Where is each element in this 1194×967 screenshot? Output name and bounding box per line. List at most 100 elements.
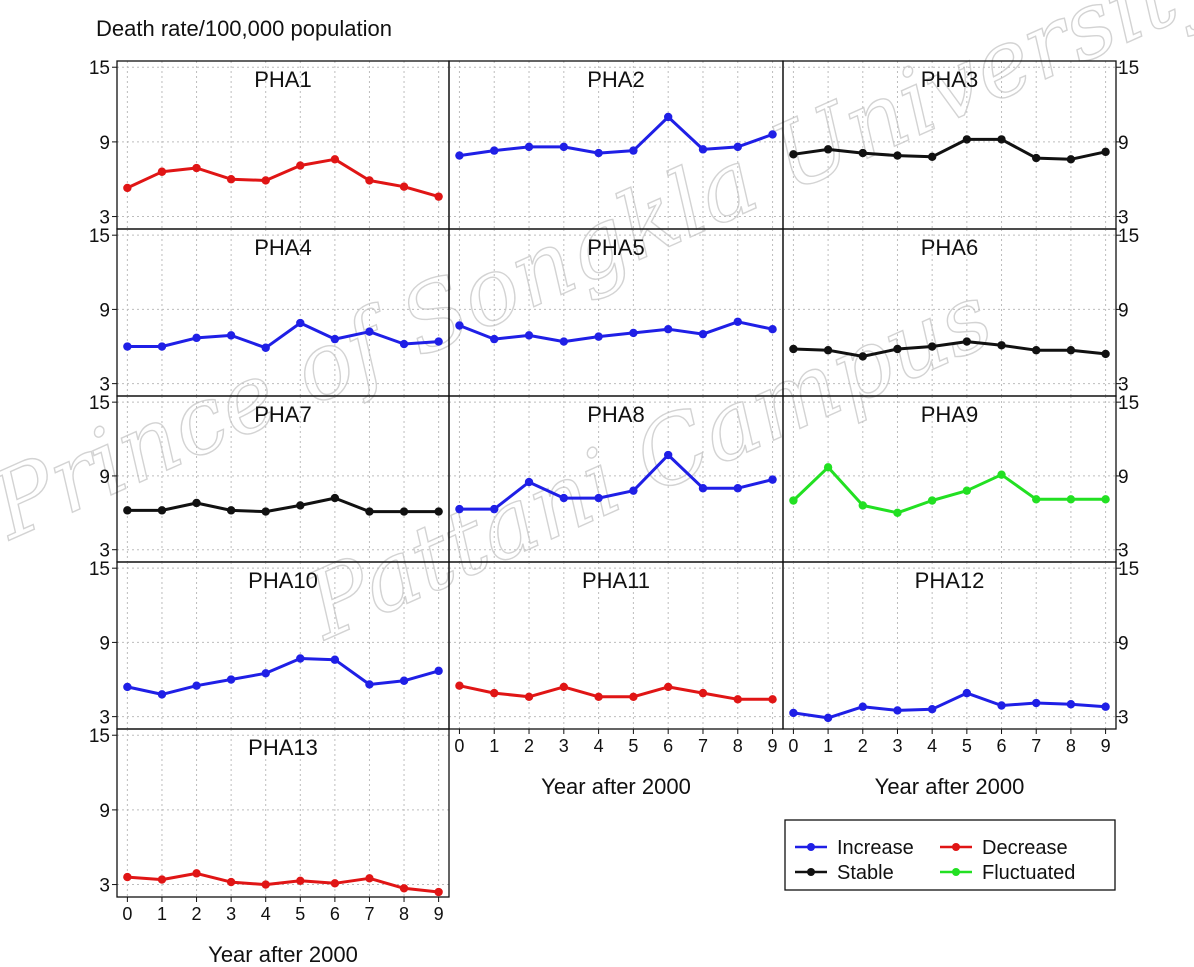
data-point	[594, 692, 603, 702]
data-point	[434, 192, 443, 201]
data-point	[261, 669, 270, 678]
data-point	[823, 346, 833, 355]
y-tick-label: 3	[99, 208, 110, 229]
x-tick-label: 1	[489, 736, 499, 756]
panel-title: PHA4	[254, 235, 311, 260]
data-point	[698, 688, 708, 698]
data-point	[330, 334, 340, 344]
data-point	[768, 695, 777, 704]
y-tick-label: 9	[1118, 467, 1129, 488]
series-line	[127, 496, 439, 514]
legend-marker	[952, 868, 960, 876]
data-point	[192, 163, 201, 173]
data-point	[858, 148, 867, 158]
x-tick-label: 1	[157, 904, 167, 924]
data-point	[962, 337, 972, 346]
y-tick-label: 9	[1118, 633, 1129, 654]
grid	[783, 229, 1116, 396]
data-point	[365, 874, 374, 883]
y-tick-label: 9	[1118, 300, 1129, 321]
x-tick-label: 0	[454, 736, 464, 756]
data-point	[1032, 153, 1041, 163]
data-point	[698, 484, 708, 493]
data-point	[1101, 349, 1110, 359]
x-tick-label: 0	[122, 904, 132, 924]
legend-item-increase: Increase	[795, 837, 914, 859]
data-point	[490, 504, 499, 514]
panel-title: PHA11	[582, 568, 650, 593]
data-point	[330, 155, 340, 164]
panel-title: PHA6	[921, 235, 978, 260]
data-point	[455, 151, 464, 160]
data-point	[399, 339, 409, 349]
y-axis-title: Death rate/100,000 population	[96, 16, 392, 41]
series-line	[793, 691, 1106, 720]
legend-item-stable: Stable	[795, 862, 894, 884]
series-line	[127, 321, 439, 350]
data-point	[365, 327, 374, 336]
grid	[449, 61, 783, 229]
y-tick-label: 3	[1118, 375, 1129, 396]
panel-frame	[782, 561, 1117, 730]
data-point	[226, 331, 236, 340]
panel-title: PHA2	[587, 67, 644, 92]
data-point	[296, 654, 305, 663]
data-point	[1066, 700, 1076, 709]
legend-box	[784, 819, 1116, 891]
data-point	[789, 496, 798, 505]
data-point	[962, 486, 972, 495]
legend-label: Increase	[837, 837, 914, 859]
data-point	[399, 884, 409, 893]
y-tick-label: 15	[89, 559, 110, 580]
data-point	[629, 692, 638, 702]
data-point	[455, 681, 464, 690]
data-point	[559, 142, 569, 152]
grid	[117, 229, 449, 396]
series-line	[793, 137, 1106, 161]
data-point	[261, 176, 270, 185]
x-tick-label: 8	[399, 904, 409, 924]
y-tick-label: 9	[99, 133, 110, 154]
data-point	[997, 701, 1006, 710]
x-axis-title: Year after 2000	[541, 774, 691, 799]
grid	[117, 396, 449, 562]
legend-item-fluctuated: Fluctuated	[940, 862, 1075, 884]
panel-title: PHA7	[254, 402, 311, 427]
grid	[783, 396, 1116, 562]
x-tick-label: 9	[434, 904, 444, 924]
data-point	[296, 161, 305, 170]
legend-marker	[807, 868, 815, 876]
panel-pha3: PHA3 3 9 15	[782, 58, 1139, 230]
legend-label: Decrease	[982, 837, 1068, 859]
data-point	[524, 692, 534, 702]
y-tick-label: 15	[89, 58, 110, 79]
y-tick-label: 9	[99, 801, 110, 822]
y-tick-label: 3	[1118, 541, 1129, 562]
data-point	[663, 112, 673, 122]
data-point	[698, 145, 708, 154]
panel-pha13: PHA13 3 9 15 0 1 2 3 4 5 6 7 8 9	[89, 726, 450, 924]
legend: Increase Decrease Stable Fluctuated	[784, 819, 1116, 891]
data-point	[157, 875, 167, 884]
y-tick-label: 3	[99, 708, 110, 729]
x-tick-label: 2	[192, 904, 202, 924]
series-line	[458, 320, 773, 344]
data-point	[594, 332, 603, 341]
data-point	[192, 681, 201, 690]
data-point	[663, 450, 673, 460]
data-point	[768, 475, 777, 484]
y-tick-label: 15	[1118, 559, 1139, 580]
x-tick-label: 3	[892, 736, 902, 756]
x-tick-label: 3	[559, 736, 569, 756]
series-line	[459, 453, 773, 511]
y-tick-label: 9	[99, 467, 110, 488]
data-point	[698, 329, 708, 339]
data-point	[1066, 155, 1076, 164]
y-tick-label: 3	[99, 876, 110, 897]
data-point	[858, 702, 867, 711]
data-point	[192, 333, 201, 343]
data-point	[962, 688, 972, 698]
data-point	[893, 706, 902, 715]
